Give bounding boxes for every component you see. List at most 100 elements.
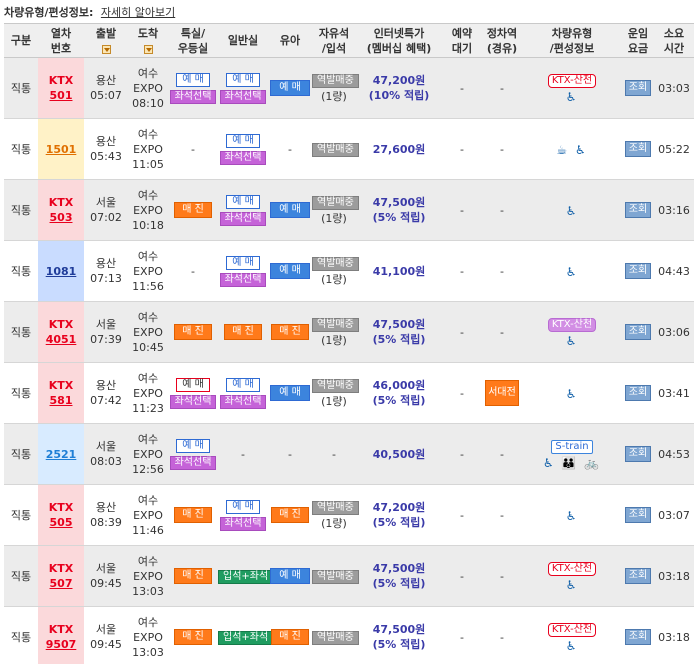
sort-icon[interactable] (143, 44, 153, 54)
car-type-tag[interactable]: KTX-산천 (547, 622, 597, 637)
soldout-button[interactable]: 매 진 (174, 568, 212, 584)
car-type-tag[interactable]: KTX-산천 (547, 561, 597, 576)
fare-lookup-button[interactable]: 조회 (624, 446, 652, 462)
book-button[interactable]: 예 매 (226, 73, 260, 87)
price-cell: 40,500원 (356, 423, 442, 485)
seat-select-button[interactable]: 좌석선택 (219, 395, 267, 409)
soldout-button[interactable]: 매 진 (174, 324, 212, 340)
station-sale-badge[interactable]: 역발매중 (312, 142, 359, 157)
stop-station-button[interactable]: 서대전 (485, 380, 519, 406)
train-number-link[interactable]: 503 (49, 211, 73, 224)
car-type-tag[interactable]: S-train (551, 439, 593, 454)
station-sale-badge[interactable]: 역발매중 (312, 630, 359, 645)
station-sale-badge[interactable]: 역발매중 (312, 379, 359, 393)
fare-lookup-button[interactable]: 조회 (624, 507, 652, 523)
seat-select-button[interactable]: 좌석선택 (169, 90, 217, 104)
car-type-tag[interactable]: KTX-산천 (547, 73, 597, 88)
train-number-link[interactable]: 4051 (45, 333, 77, 346)
child-book-button[interactable]: 예 매 (270, 385, 310, 401)
book-button[interactable]: 예 매 (176, 73, 210, 87)
station-sale-badge[interactable]: 역발매중 (312, 196, 359, 210)
train-number-link[interactable]: 1081 (45, 264, 77, 278)
facility-icons: ♿ (565, 638, 579, 653)
train-number-link[interactable]: 2521 (45, 447, 77, 461)
child-cell: 매 진 (268, 606, 312, 664)
fare-lookup-button[interactable]: 조회 (624, 80, 652, 96)
station-sale-badge[interactable]: 역발매중 (312, 501, 359, 515)
soldout-button[interactable]: 매 진 (174, 202, 212, 218)
train-no-cell: KTX 503 (38, 179, 84, 241)
arrival-cell: 여수 EXPO 12:56 (128, 423, 168, 485)
header-departure[interactable]: 출발 (84, 23, 128, 58)
train-type: KTX (48, 196, 74, 209)
station-sale-badge[interactable]: 역발매중 (312, 318, 359, 332)
book-button[interactable]: 예 매 (176, 378, 210, 392)
book-button[interactable]: 예 매 (226, 195, 260, 209)
train-no-cell: 1081 (38, 240, 84, 302)
free-seat-cell: 역발매중 (1량) (312, 57, 359, 119)
train-number-link[interactable]: 9507 (45, 638, 77, 651)
soldout-button[interactable]: 매 진 (271, 629, 309, 645)
sort-icon[interactable] (101, 44, 111, 54)
seat-select-button[interactable]: 좌석선택 (169, 395, 217, 409)
fare-lookup-button[interactable]: 조회 (624, 263, 652, 279)
train-number-link[interactable]: 1501 (45, 142, 77, 156)
book-button[interactable]: 예 매 (226, 134, 260, 148)
car-count: (1량) (321, 395, 347, 408)
duration-cell: 03:18 (654, 545, 694, 607)
fare-lookup-button[interactable]: 조회 (624, 629, 652, 645)
car-count: (1량) (321, 273, 347, 286)
seat-select-button[interactable]: 좌석선택 (219, 273, 267, 287)
train-number-link[interactable]: 581 (49, 394, 73, 407)
soldout-button[interactable]: 매 진 (174, 507, 212, 523)
special-cell: 매 진 (168, 545, 218, 607)
soldout-button[interactable]: 매 진 (271, 507, 309, 523)
standing-seat-button[interactable]: 입석+좌석 (218, 630, 274, 645)
book-button[interactable]: 예 매 (226, 500, 260, 514)
fare-lookup-button[interactable]: 조회 (624, 324, 652, 340)
child-book-button[interactable]: 예 매 (270, 263, 310, 279)
fare-lookup-button[interactable]: 조회 (624, 568, 652, 584)
car-type-tag[interactable]: KTX-산천 (547, 317, 597, 332)
arrival-cell: 여수 EXPO 13:03 (128, 545, 168, 607)
arrival-cell: 여수 EXPO 10:18 (128, 179, 168, 241)
car-type-cell: KTX-산천 ♿ (522, 57, 622, 119)
standing-seat-button[interactable]: 입석+좌석 (218, 569, 274, 584)
book-button[interactable]: 예 매 (176, 439, 210, 453)
stop-cell: 서대전 (482, 362, 522, 424)
stop-cell: - (482, 545, 522, 607)
fare-lookup-button[interactable]: 조회 (624, 141, 652, 157)
seat-select-button[interactable]: 좌석선택 (219, 151, 267, 165)
station-sale-badge[interactable]: 역발매중 (312, 74, 359, 88)
child-book-button[interactable]: 예 매 (270, 568, 310, 584)
arrival-cell: 여수 EXPO 08:10 (128, 57, 168, 119)
arrival-cell: 여수 EXPO 10:45 (128, 301, 168, 363)
fare-lookup-button[interactable]: 조회 (624, 385, 652, 401)
price-cell: 47,500원 (5% 적립) (356, 179, 442, 241)
train-number-link[interactable]: 507 (49, 577, 73, 590)
station-sale-badge[interactable]: 역발매중 (312, 569, 359, 584)
seat-select-button[interactable]: 좌석선택 (219, 212, 267, 226)
child-book-button[interactable]: 예 매 (270, 202, 310, 218)
fare-cell: 조회 (622, 240, 654, 302)
station-sale-badge[interactable]: 역발매중 (312, 257, 359, 271)
header-arrival[interactable]: 도착 (128, 23, 168, 58)
soldout-button[interactable]: 매 진 (224, 324, 262, 340)
book-button[interactable]: 예 매 (226, 378, 260, 392)
train-number-link[interactable]: 505 (49, 516, 73, 529)
fare-lookup-button[interactable]: 조회 (624, 202, 652, 218)
soldout-button[interactable]: 매 진 (174, 629, 212, 645)
train-number-link[interactable]: 501 (49, 89, 73, 102)
book-button[interactable]: 예 매 (226, 256, 260, 270)
soldout-button[interactable]: 매 진 (271, 324, 309, 340)
train-no-cell: 2521 (38, 423, 84, 485)
seat-select-button[interactable]: 좌석선택 (169, 456, 217, 470)
child-book-button[interactable]: 예 매 (270, 80, 310, 96)
facility-icons: ♿ (565, 333, 579, 348)
details-link[interactable]: 자세히 알아보기 (100, 6, 176, 19)
facility-icons: ♿ (565, 89, 579, 104)
car-count: (1량) (321, 517, 347, 530)
seat-select-button[interactable]: 좌석선택 (219, 517, 267, 531)
seat-select-button[interactable]: 좌석선택 (219, 90, 267, 104)
